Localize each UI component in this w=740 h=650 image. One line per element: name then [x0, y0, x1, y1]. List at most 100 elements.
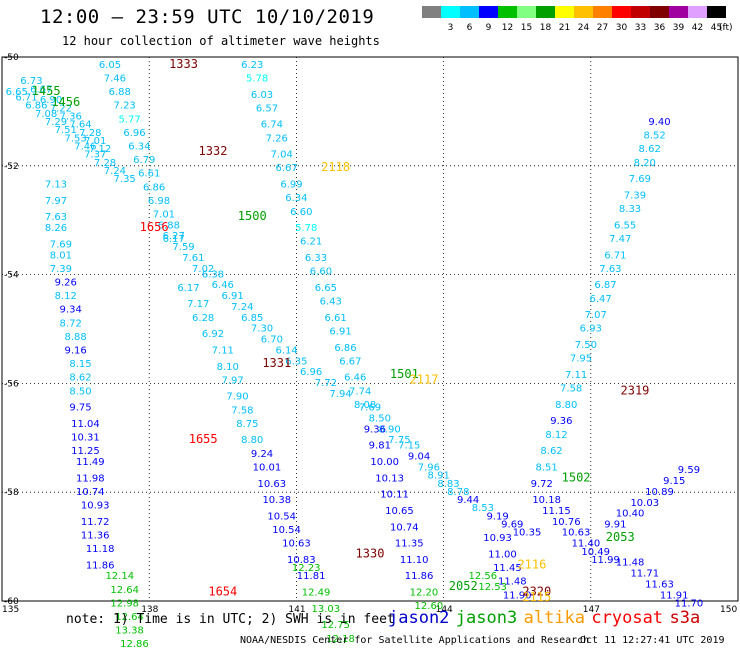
- wave-height-value: 10.35: [513, 528, 542, 539]
- wave-height-value: 9.26: [55, 277, 77, 288]
- pass-time-label: 1654: [208, 585, 237, 599]
- wave-height-value: 7.36: [60, 112, 82, 123]
- wave-height-value: 7.22: [50, 103, 72, 114]
- wave-height-value: 6.23: [241, 60, 263, 71]
- scale-swatch: 18: [536, 6, 555, 33]
- scale-swatch-color: [650, 6, 669, 18]
- wave-height-value: 6.79: [133, 155, 155, 166]
- wave-height-value: 7.39: [50, 264, 72, 275]
- scale-swatch-color: [574, 6, 593, 18]
- wave-height-value: 8.80: [241, 435, 263, 446]
- wave-height-value: 8.62: [639, 144, 661, 155]
- wave-height-value: 12.14: [105, 571, 134, 582]
- wave-height-value: 6.27: [163, 231, 185, 242]
- wave-height-value: 6.38: [202, 269, 224, 280]
- wave-height-value: 7.29: [45, 117, 67, 128]
- wave-height-value: 10.93: [483, 533, 512, 544]
- scale-unit: (ft): [719, 23, 733, 33]
- wave-height-value: 11.86: [86, 560, 115, 571]
- scale-swatch-label: 27: [596, 23, 609, 33]
- wave-height-value: 7.97: [221, 375, 243, 386]
- wave-height-value: 6.70: [261, 335, 283, 346]
- scale-swatch: 42: [688, 6, 707, 33]
- wave-height-value: 10.74: [390, 522, 419, 533]
- wave-height-value: 12.64: [115, 612, 144, 623]
- wave-height-value: 10.89: [645, 487, 674, 498]
- wave-height-value: 6.99: [280, 180, 302, 191]
- wave-height-value: 6.71: [15, 93, 37, 104]
- wave-height-value: 11.40: [572, 539, 601, 550]
- scale-swatch-color: [688, 6, 707, 18]
- scale-swatch-color: [536, 6, 555, 18]
- scale-swatch: 12: [498, 6, 517, 33]
- scale-swatch: 27: [593, 6, 612, 33]
- wave-height-value: 10.63: [282, 539, 311, 550]
- wave-height-value: 10.03: [630, 498, 659, 509]
- scale-swatch-label: 33: [634, 23, 647, 33]
- wave-height-value: 6.28: [192, 313, 214, 324]
- pass-time-label: 2319: [621, 383, 650, 397]
- wave-height-value: 8.10: [217, 362, 239, 373]
- scale-swatch: 39: [669, 6, 688, 33]
- wave-height-value: 6.91: [329, 326, 351, 337]
- wave-height-value: 9.69: [501, 520, 523, 531]
- wave-height-value: 11.49: [76, 457, 105, 468]
- scale-swatch-color: [498, 6, 517, 18]
- scale-swatch-color: [631, 6, 650, 18]
- pass-time-label: 1330: [356, 546, 385, 560]
- wave-height-value: 10.63: [258, 479, 287, 490]
- wave-height-value: 10.49: [581, 547, 610, 558]
- wave-height-value: 6.88: [109, 87, 131, 98]
- scale-swatch-color: [517, 6, 536, 18]
- scale-swatch-label: 18: [539, 23, 552, 33]
- wave-height-value: 7.35: [114, 174, 136, 185]
- wave-height-value: 7.24: [104, 166, 126, 177]
- wave-height-value: 10.63: [562, 528, 591, 539]
- wave-height-value: 6.34: [285, 193, 307, 204]
- wave-height-value: 9.81: [369, 441, 391, 452]
- scale-swatch: 45: [707, 6, 726, 33]
- wave-height-value: 7.39: [624, 190, 646, 201]
- wave-height-value: 6.34: [128, 141, 150, 152]
- wave-height-value: 6.85: [241, 313, 263, 324]
- wave-height-value: 9.36: [550, 416, 572, 427]
- pass-time-label: 1456: [51, 95, 80, 109]
- pass-time-label: 1455: [32, 84, 61, 98]
- wave-height-value: 7.74: [349, 386, 371, 397]
- wave-height-value: 11.35: [395, 539, 424, 550]
- wave-height-value: 8.12: [545, 430, 567, 441]
- wave-height-value: 11.72: [81, 517, 110, 528]
- wave-height-value: 11.04: [71, 419, 100, 430]
- wave-height-value: 11.18: [86, 544, 115, 555]
- wave-height-value: 11.45: [493, 563, 522, 574]
- pass-time-label: 2052: [449, 579, 478, 593]
- wave-height-value: 7.75: [388, 435, 410, 446]
- lat-tick-label: -56: [4, 379, 19, 389]
- wave-height-value: 9.16: [64, 345, 86, 356]
- wave-height-value: 7.53: [64, 133, 86, 144]
- pass-time-label: 2116: [517, 557, 546, 571]
- wave-height-value: 9.36: [364, 424, 386, 435]
- wave-height-value: 10.83: [287, 555, 316, 566]
- wave-height-value: 9.15: [663, 476, 685, 487]
- wave-height-value: 7.04: [271, 150, 293, 161]
- lon-tick-label: 138: [141, 605, 158, 615]
- pass-time-label: 2117: [410, 372, 439, 386]
- wave-height-value: 7.17: [187, 299, 209, 310]
- wave-height-value: 7.96: [418, 462, 440, 473]
- scale-swatch-label: 3: [447, 23, 454, 33]
- wave-height-value: 6.17: [177, 283, 199, 294]
- credit-text: NOAA/NESDIS Center for Satellite Applica…: [240, 635, 590, 646]
- scale-swatch-label: 24: [577, 23, 590, 33]
- wave-height-value: 10.18: [532, 495, 561, 506]
- page-subtitle: 12 hour collection of altimeter wave hei…: [62, 34, 380, 48]
- wave-height-value: 6.60: [310, 267, 332, 278]
- wave-height-value: 9.34: [60, 305, 82, 316]
- lat-tick-label: -52: [4, 162, 19, 172]
- wave-height-value: 8.33: [619, 204, 641, 215]
- wave-height-value: 8.80: [555, 400, 577, 411]
- scale-swatch-label: 12: [501, 23, 514, 33]
- wave-height-value: 6.74: [261, 120, 283, 131]
- wave-height-value: 8.72: [60, 318, 82, 329]
- wave-height-value: 12.56: [469, 571, 498, 582]
